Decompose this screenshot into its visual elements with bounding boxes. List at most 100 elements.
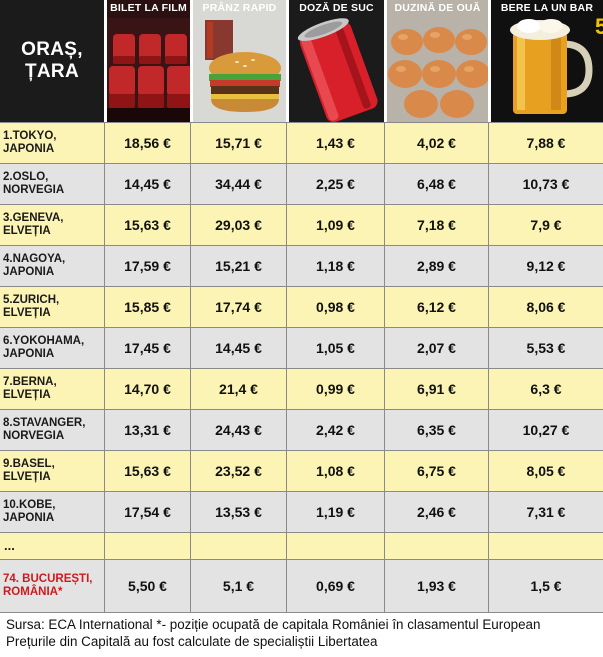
price-cell-cinema: 15,85 € bbox=[104, 287, 190, 327]
bucharest-row: 74. BUCUREȘTI, ROMÂNIA* 5,50 € 5,1 € 0,69… bbox=[0, 559, 603, 612]
cinema-seats-icon bbox=[107, 0, 190, 122]
price-cell-beer: 8,06 € bbox=[488, 287, 603, 327]
price-cell-soda: 1,19 € bbox=[286, 492, 384, 532]
price-cell-eggs: 6,91 € bbox=[384, 369, 488, 409]
city-name: 6.YOKOHAMA, bbox=[3, 334, 85, 347]
source-line-1: Sursa: ECA International *- poziție ocup… bbox=[6, 617, 541, 632]
price-cell-beer: 10,73 € bbox=[488, 164, 603, 204]
price-cell-lunch: 21,4 € bbox=[190, 369, 286, 409]
table-row: 5.ZURICH, ELVEȚIA 15,85 € 17,74 € 0,98 € … bbox=[0, 286, 603, 327]
city-name: 1.TOKYO, bbox=[3, 129, 57, 142]
price-cell-eggs: 4,02 € bbox=[384, 123, 488, 163]
country-name: ELVEȚIA bbox=[3, 307, 51, 319]
price-cell-eggs: 2,46 € bbox=[384, 492, 488, 532]
column-header-soda: DOZĂ DE SUC bbox=[286, 0, 384, 122]
edge-glyph: 5 bbox=[595, 14, 603, 39]
table-row: 8.STAVANGER, NORVEGIA 13,31 € 24,43 € 2,4… bbox=[0, 409, 603, 450]
price-cell-cinema: 15,63 € bbox=[104, 205, 190, 245]
price-cell-beer: 9,12 € bbox=[488, 246, 603, 286]
ellipsis-row: ... bbox=[0, 532, 603, 559]
price-cell-cinema: 17,45 € bbox=[104, 328, 190, 368]
city-cell: 10.KOBE, JAPONIA bbox=[0, 492, 104, 532]
price-cell-cinema: 17,54 € bbox=[104, 492, 190, 532]
price-cell-beer: 6,3 € bbox=[488, 369, 603, 409]
city-cell: 9.BASEL, ELVEȚIA bbox=[0, 451, 104, 491]
price-cell-beer: 8,05 € bbox=[488, 451, 603, 491]
price-cell-eggs: 6,75 € bbox=[384, 451, 488, 491]
price-cell-soda: 1,43 € bbox=[286, 123, 384, 163]
country-name: ELVEȚIA bbox=[3, 225, 51, 237]
column-label-soda: DOZĂ DE SUC bbox=[299, 2, 374, 14]
country-name: ROMÂNIA* bbox=[3, 586, 63, 598]
price-cell-lunch: 14,45 € bbox=[190, 328, 286, 368]
city-name: 9.BASEL, bbox=[3, 457, 55, 470]
price-cell-soda: 0,69 € bbox=[286, 560, 384, 612]
price-cell-beer: 5,53 € bbox=[488, 328, 603, 368]
city-cell: 1.TOKYO, JAPONIA bbox=[0, 123, 104, 163]
price-cell-eggs: 1,93 € bbox=[384, 560, 488, 612]
table-row: 1.TOKYO, JAPONIA 18,56 € 15,71 € 1,43 € 4… bbox=[0, 122, 603, 163]
city-name: 74. BUCUREȘTI, bbox=[3, 572, 93, 585]
city-name: 10.KOBE, bbox=[3, 498, 56, 511]
city-name: 5.ZURICH, bbox=[3, 293, 60, 306]
city-cell: 6.YOKOHAMA, JAPONIA bbox=[0, 328, 104, 368]
country-name: JAPONIA bbox=[3, 143, 55, 155]
price-cell-lunch: 29,03 € bbox=[190, 205, 286, 245]
city-name: 8.STAVANGER, bbox=[3, 416, 86, 429]
city-cell: 2.OSLO, NORVEGIA bbox=[0, 164, 104, 204]
price-cell-soda: 1,09 € bbox=[286, 205, 384, 245]
city-country-header: ORAȘ, ȚARA bbox=[0, 0, 104, 122]
table-row: 10.KOBE, JAPONIA 17,54 € 13,53 € 1,19 € 2… bbox=[0, 491, 603, 532]
column-header-eggs: DUZINĂ DE OUĂ bbox=[384, 0, 488, 122]
table-row: 7.BERNA, ELVEȚIA 14,70 € 21,4 € 0,99 € 6,… bbox=[0, 368, 603, 409]
city-cell: 5.ZURICH, ELVEȚIA bbox=[0, 287, 104, 327]
price-cell-beer: 10,27 € bbox=[488, 410, 603, 450]
empty-cell bbox=[190, 533, 286, 559]
price-cell-lunch: 15,21 € bbox=[190, 246, 286, 286]
column-label-lunch: PRÂNZ RAPID bbox=[202, 2, 277, 14]
city-name: 2.OSLO, bbox=[3, 170, 49, 183]
price-cell-cinema: 15,63 € bbox=[104, 451, 190, 491]
price-cell-cinema: 18,56 € bbox=[104, 123, 190, 163]
country-name: JAPONIA bbox=[3, 512, 55, 524]
table-row: 3.GENEVA, ELVEȚIA 15,63 € 29,03 € 1,09 € … bbox=[0, 204, 603, 245]
price-cell-cinema: 14,70 € bbox=[104, 369, 190, 409]
column-header-beer: 5 BERE LA UN BAR bbox=[488, 0, 603, 122]
price-cell-eggs: 6,35 € bbox=[384, 410, 488, 450]
price-cell-beer: 7,88 € bbox=[488, 123, 603, 163]
beer-mug-icon: 5 bbox=[491, 0, 603, 122]
city-name: 3.GENEVA, bbox=[3, 211, 64, 224]
city-cell: 74. BUCUREȘTI, ROMÂNIA* bbox=[0, 560, 104, 612]
price-cell-soda: 2,25 € bbox=[286, 164, 384, 204]
price-cell-soda: 1,18 € bbox=[286, 246, 384, 286]
price-cell-lunch: 13,53 € bbox=[190, 492, 286, 532]
source-line-2: Prețurile din Capitală au fost calculate… bbox=[6, 634, 378, 649]
corner-line-2: ȚARA bbox=[25, 61, 79, 82]
table-row: 2.OSLO, NORVEGIA 14,45 € 34,44 € 2,25 € 6… bbox=[0, 163, 603, 204]
column-header-cinema: BILET LA FILM bbox=[104, 0, 190, 122]
city-cell: 7.BERNA, ELVEȚIA bbox=[0, 369, 104, 409]
table-header: ORAȘ, ȚARA bbox=[0, 0, 603, 122]
city-name: 4.NAGOYA, bbox=[3, 252, 66, 265]
price-cell-lunch: 5,1 € bbox=[190, 560, 286, 612]
column-label-cinema: BILET LA FILM bbox=[110, 2, 187, 14]
country-name: JAPONIA bbox=[3, 266, 55, 278]
column-label-beer: BERE LA UN BAR bbox=[500, 2, 594, 14]
price-cell-lunch: 24,43 € bbox=[190, 410, 286, 450]
price-cell-beer: 7,9 € bbox=[488, 205, 603, 245]
empty-cell bbox=[286, 533, 384, 559]
table-row: 4.NAGOYA, JAPONIA 17,59 € 15,21 € 1,18 € … bbox=[0, 245, 603, 286]
price-cell-eggs: 7,18 € bbox=[384, 205, 488, 245]
empty-cell bbox=[384, 533, 488, 559]
city-cell: 8.STAVANGER, NORVEGIA bbox=[0, 410, 104, 450]
price-cell-soda: 0,98 € bbox=[286, 287, 384, 327]
country-name: NORVEGIA bbox=[3, 184, 65, 196]
price-cell-cinema: 17,59 € bbox=[104, 246, 190, 286]
price-cell-eggs: 2,07 € bbox=[384, 328, 488, 368]
source-note: Sursa: ECA International *- poziție ocup… bbox=[0, 612, 603, 657]
city-name: 7.BERNA, bbox=[3, 375, 57, 388]
price-cell-eggs: 6,12 € bbox=[384, 287, 488, 327]
price-cell-lunch: 15,71 € bbox=[190, 123, 286, 163]
soda-can-icon bbox=[289, 0, 384, 122]
ellipsis-cell: ... bbox=[4, 538, 15, 554]
